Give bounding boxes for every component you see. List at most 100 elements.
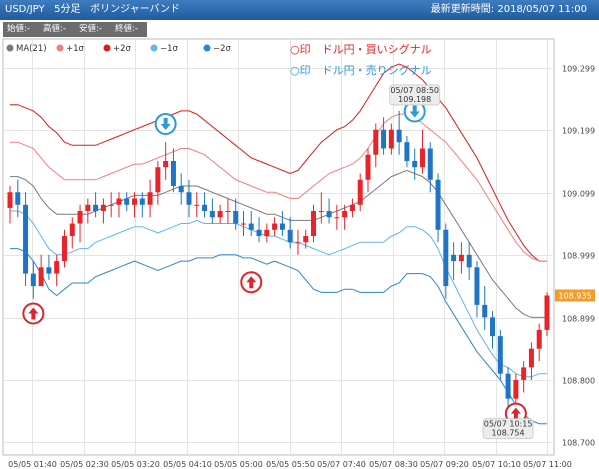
quote-bar: 始値:- 高値:- 安値:- 終値:-	[3, 22, 147, 37]
y-tick-label: 109.099	[562, 190, 595, 199]
annotation-time: 05/07 08:50	[390, 86, 439, 95]
candle-up	[163, 160, 169, 168]
candle-down	[443, 229, 449, 287]
candle-up	[528, 348, 534, 368]
sell-signal-note: ○印 ドル円・売りシグナル	[290, 63, 432, 77]
x-tick-label: 05/05 05:50	[266, 460, 315, 469]
candle-up	[388, 129, 394, 149]
candle-up	[147, 192, 153, 205]
candle-up	[357, 179, 363, 205]
candle-down	[46, 267, 52, 274]
candle-up	[272, 223, 278, 230]
candle-down	[404, 142, 410, 161]
candle-down	[170, 160, 176, 187]
candle-up	[311, 211, 317, 237]
x-tick-label: 05/07 09:20	[420, 460, 469, 469]
up-arrow-icon	[28, 307, 39, 320]
candle-down	[451, 254, 457, 262]
candle-up	[264, 229, 270, 237]
candle-down	[435, 179, 441, 230]
candle-down	[202, 204, 208, 212]
x-tick-label: 05/05 03:20	[111, 460, 160, 469]
candle-up	[365, 154, 371, 180]
candle-down	[490, 317, 496, 337]
candle-down	[466, 254, 472, 268]
candle-up	[217, 211, 223, 218]
candle-down	[248, 223, 254, 230]
candle-up	[155, 167, 161, 193]
x-tick-label: 05/05 05:00	[214, 460, 263, 469]
candle-up	[318, 211, 324, 213]
close-value: 終値:-	[115, 24, 138, 34]
plus2-sigma-line	[10, 63, 547, 262]
candle-up	[295, 242, 301, 244]
candle-up	[342, 211, 348, 218]
last-price-label: 108.935	[558, 291, 591, 300]
candle-down	[23, 204, 29, 274]
candle-up	[513, 379, 519, 399]
candle-down	[326, 211, 332, 218]
plus1-sigma-line	[10, 113, 547, 262]
updated-time: 最新更新時間: 2018/05/07 11:00	[431, 0, 587, 20]
title-bar: USD/JPY 5分足 ボリンジャーバンド 最新更新時間: 2018/05/07…	[0, 0, 599, 20]
sell-signal-marker	[403, 100, 426, 123]
legend-label: −1σ	[160, 44, 179, 54]
x-tick-label: 05/05 04:10	[163, 460, 212, 469]
candle-down	[412, 160, 418, 168]
indicator-label: ボリンジャーバンド	[90, 4, 180, 15]
minus2-sigma-line	[10, 248, 547, 425]
x-tick-label: 05/07 11:00	[523, 460, 572, 469]
legend-label: MA(21)	[16, 44, 47, 54]
interval-label: 5分足	[54, 4, 81, 15]
buy-signal-marker	[22, 302, 45, 325]
candle-down	[505, 373, 511, 399]
legend-swatch	[56, 44, 64, 52]
candle-up	[108, 204, 114, 206]
candle-up	[132, 198, 138, 205]
ma21-line	[10, 169, 547, 318]
candle-down	[482, 304, 488, 318]
buy-signal-marker	[240, 271, 263, 294]
legend-swatch	[203, 44, 211, 52]
legend-label: −2σ	[213, 44, 232, 54]
low-value: 安値:-	[79, 24, 102, 34]
candle-up	[69, 223, 75, 237]
legend-swatch	[150, 44, 158, 52]
y-tick-label: 108.999	[562, 252, 595, 261]
candle-down	[209, 211, 215, 218]
chart-title: USD/JPY 5分足 ボリンジャーバンド	[5, 0, 180, 20]
legend-swatch	[103, 44, 111, 52]
open-value: 始値:-	[7, 24, 30, 34]
candle-down	[93, 204, 99, 212]
candle-up	[419, 148, 425, 168]
candle-up	[85, 204, 91, 212]
up-arrow-icon	[246, 276, 257, 289]
candle-down	[427, 148, 433, 180]
candle-down	[287, 229, 293, 243]
down-arrow-icon	[160, 117, 171, 130]
candle-down	[30, 273, 36, 287]
plot-frame	[2, 38, 555, 456]
candle-up	[521, 367, 527, 380]
updated-label: 最新更新時間:	[430, 4, 495, 15]
candle-up	[458, 254, 464, 262]
candle-down	[233, 211, 239, 224]
candle-up	[373, 129, 379, 155]
candle-up	[349, 204, 355, 212]
x-tick-label: 05/07 07:40	[317, 460, 366, 469]
candle-up	[303, 236, 309, 243]
candle-up	[334, 217, 340, 219]
price-annotation-box	[482, 418, 534, 440]
candle-up	[194, 204, 200, 206]
x-tick-label: 05/07 08:30	[369, 460, 418, 469]
x-tick-label: 05/05 01:40	[8, 460, 57, 469]
last-price-tag	[555, 289, 595, 302]
candle-up	[240, 223, 246, 225]
candle-down	[178, 186, 184, 193]
candle-up	[54, 261, 60, 274]
annotation-value: 109.198	[398, 95, 431, 104]
annotation-time: 05/07 10:15	[484, 420, 533, 429]
legend-label: +1σ	[66, 44, 85, 54]
candle-up	[38, 267, 44, 287]
